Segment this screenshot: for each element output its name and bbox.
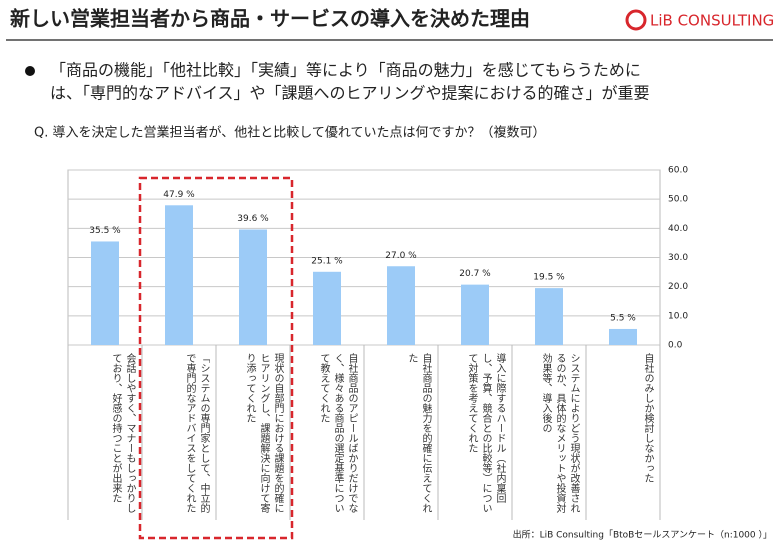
y-tick-label: 50.0 [668, 195, 688, 205]
bullet-line: は、「専門的なアドバイス」や「課題へのヒアリングや提案における的確さ」が重要 [50, 84, 650, 103]
logo-icon [625, 9, 647, 31]
title: 新しい営業担当者から商品・サービスの導入を決めた理由 [10, 7, 530, 31]
x-tick-label: 自社商品のアピールばかりだけでなく、様々ある商品の選定基準について教えてくれた [318, 353, 357, 513]
value-label: 39.6 % [237, 214, 269, 224]
logo: LiB CONSULTING [650, 12, 774, 30]
bar [535, 288, 563, 345]
bar [387, 266, 415, 345]
value-label: 19.5 % [533, 273, 565, 283]
y-tick-label: 20.0 [668, 282, 688, 292]
bar [91, 241, 119, 345]
x-tick-label: システムによりどう現状が改善されるのか、具体的なメリットや投資対効果等、導入後の [540, 353, 579, 513]
value-label: 47.9 % [163, 190, 195, 200]
y-tick-label: 0.0 [668, 341, 683, 351]
value-label: 35.5 % [89, 226, 121, 236]
bar [461, 284, 489, 345]
bar [313, 271, 341, 345]
y-tick-label: 40.0 [668, 224, 688, 234]
bar [609, 328, 637, 345]
bar [239, 229, 267, 345]
bullet-line: 「商品の機能」「他社比較」「実績」等により「商品の魅力」を感じてもらうために [50, 61, 641, 80]
value-label: 25.1 % [311, 256, 343, 266]
x-tick-label: 自社商品の魅力を的確に伝えてくれた [406, 353, 431, 513]
x-tick-label: 自社のみしか検討しなかった [642, 353, 653, 483]
value-label: 5.5 % [610, 313, 636, 323]
y-tick-label: 60.0 [668, 166, 688, 176]
x-tick-label: 導入に際するハードル（社内稟回し、予算、競合との比較等）について対策を考えてくれ… [466, 353, 505, 513]
y-tick-label: 30.0 [668, 253, 688, 263]
value-label: 27.0 % [385, 251, 417, 261]
source: 出所：LiB Consulting「BtoBセールスアンケート（n:1000 ）… [513, 529, 772, 541]
x-tick-label: 会話しやすく、マナーもしっかりしており、好感の持つことが出来た [110, 353, 135, 513]
x-tick-label: 現状の自部門における課題を的確にヒアリングし、課題解決に向けて寄り添ってくれた [244, 353, 283, 513]
highlight-box [138, 176, 294, 540]
bar [165, 205, 193, 345]
x-tick-label: 「システムの専門家として、中立的で専門的なアドバイスをしてくれた [184, 353, 209, 513]
y-tick-label: 10.0 [668, 311, 688, 321]
value-label: 20.7 % [459, 269, 491, 279]
question: Q. 導入を決定した営業担当者が、他社と比較して優れていた点は何ですか？（複数可… [34, 125, 545, 141]
bullet-dot [25, 66, 35, 76]
